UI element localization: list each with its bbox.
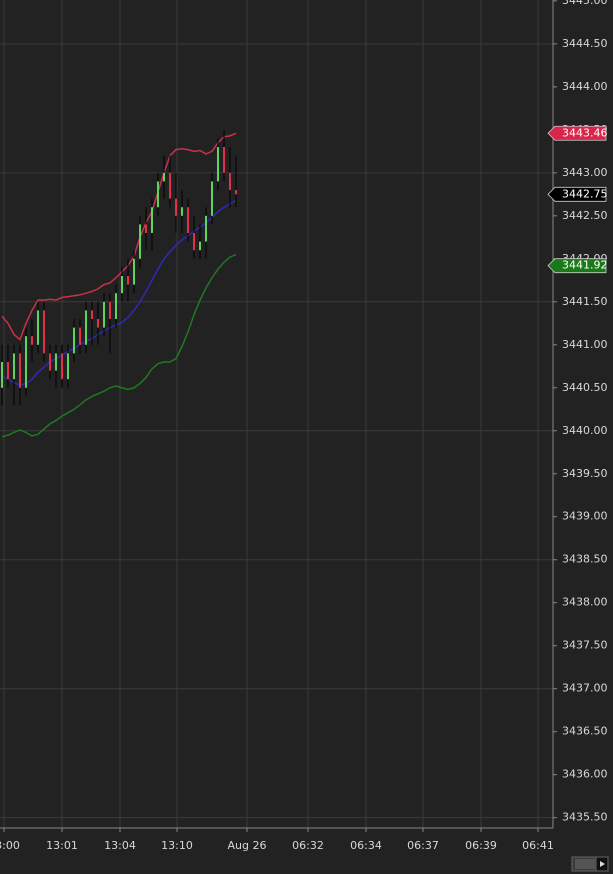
bar-body	[1, 361, 3, 388]
price-marker-label: 3441.92	[562, 259, 608, 272]
bar-body	[61, 353, 63, 380]
bar-body	[229, 172, 231, 191]
bar-body	[205, 215, 207, 242]
bar-body	[211, 181, 213, 216]
bar-body	[151, 207, 153, 234]
bar-body	[67, 353, 69, 380]
bar-body	[223, 147, 225, 173]
grid	[0, 0, 553, 828]
bar-body	[19, 353, 21, 388]
bar-body	[157, 181, 159, 208]
y-tick-label: 3435.50	[562, 811, 608, 824]
y-tick-label: 3441.00	[562, 338, 608, 351]
bar-body	[127, 276, 129, 285]
y-tick-label: 3436.00	[562, 768, 608, 781]
x-tick-label: 06:32	[292, 839, 324, 852]
bar-body	[13, 353, 15, 380]
price-marker-label: 3442.75	[562, 187, 608, 200]
bar-body	[109, 301, 111, 319]
y-tick-label: 3437.00	[562, 682, 608, 695]
bar-body	[115, 293, 117, 319]
bar-body	[187, 207, 189, 234]
y-tick-label: 3437.50	[562, 639, 608, 652]
y-tick-label: 3441.50	[562, 295, 608, 308]
bar-body	[25, 336, 27, 388]
bar-body	[73, 327, 75, 354]
bar-body	[235, 190, 237, 195]
y-tick-label: 3439.00	[562, 510, 608, 523]
x-tick-label: 13:10	[161, 839, 193, 852]
bar-body	[43, 310, 45, 354]
bar-body	[199, 241, 201, 251]
bar-body	[145, 224, 147, 234]
y-tick-label: 3439.50	[562, 467, 608, 480]
x-tick-label: 06:41	[522, 839, 554, 852]
y-tick-label: 3440.00	[562, 424, 608, 437]
price-markers: 3443.46 3442.75 3441.92	[547, 125, 608, 274]
bar-body	[181, 207, 183, 216]
bar-body	[97, 318, 99, 328]
bar-body	[79, 327, 81, 345]
bar-body	[103, 301, 105, 328]
x-tick-label: 13:00	[0, 839, 20, 852]
price-marker	[547, 258, 607, 274]
bar-body	[217, 147, 219, 182]
y-tick-label: 3438.50	[562, 553, 608, 566]
x-tick-label: 06:37	[407, 839, 439, 852]
y-tick-label: 3436.50	[562, 725, 608, 738]
x-tick-label: 13:01	[46, 839, 78, 852]
bar-body	[133, 258, 135, 285]
bar-body	[31, 336, 33, 345]
bar-body	[55, 353, 57, 371]
y-tick-label: 3444.50	[562, 37, 608, 50]
y-tick-label: 3443.00	[562, 166, 608, 179]
scroll-arrow	[600, 861, 605, 867]
bar-body	[169, 172, 171, 199]
y-tick-label: 3442.50	[562, 209, 608, 222]
price-marker	[547, 125, 607, 141]
bar-body	[163, 172, 165, 182]
price-marker	[547, 186, 607, 202]
bar-body	[7, 361, 9, 380]
y-tick-label: 3440.50	[562, 381, 608, 394]
scrollbar-thumb[interactable]	[575, 859, 595, 869]
bar-body	[91, 310, 93, 319]
scrollbar[interactable]	[571, 856, 609, 872]
band-line	[1, 132, 237, 341]
band-line	[1, 199, 237, 386]
band-line	[1, 253, 237, 438]
bar-body	[37, 310, 39, 345]
bar-body	[85, 310, 87, 345]
y-tick-label: 3444.00	[562, 80, 608, 93]
bar-body	[175, 198, 177, 216]
x-tick-label: 06:34	[350, 839, 382, 852]
x-tick-label: 13:04	[104, 839, 136, 852]
bar-body	[139, 224, 141, 259]
bar-body	[49, 353, 51, 371]
bar-body	[121, 276, 123, 294]
x-tick-label: Aug 26	[228, 839, 267, 852]
bar-body	[193, 233, 195, 251]
plot-area	[1, 129, 237, 438]
y-tick-label: 3438.00	[562, 596, 608, 609]
y-tick-label: 3445.00	[562, 0, 608, 7]
price-marker-label: 3443.46	[562, 126, 608, 139]
x-tick-label: 06:39	[465, 839, 497, 852]
